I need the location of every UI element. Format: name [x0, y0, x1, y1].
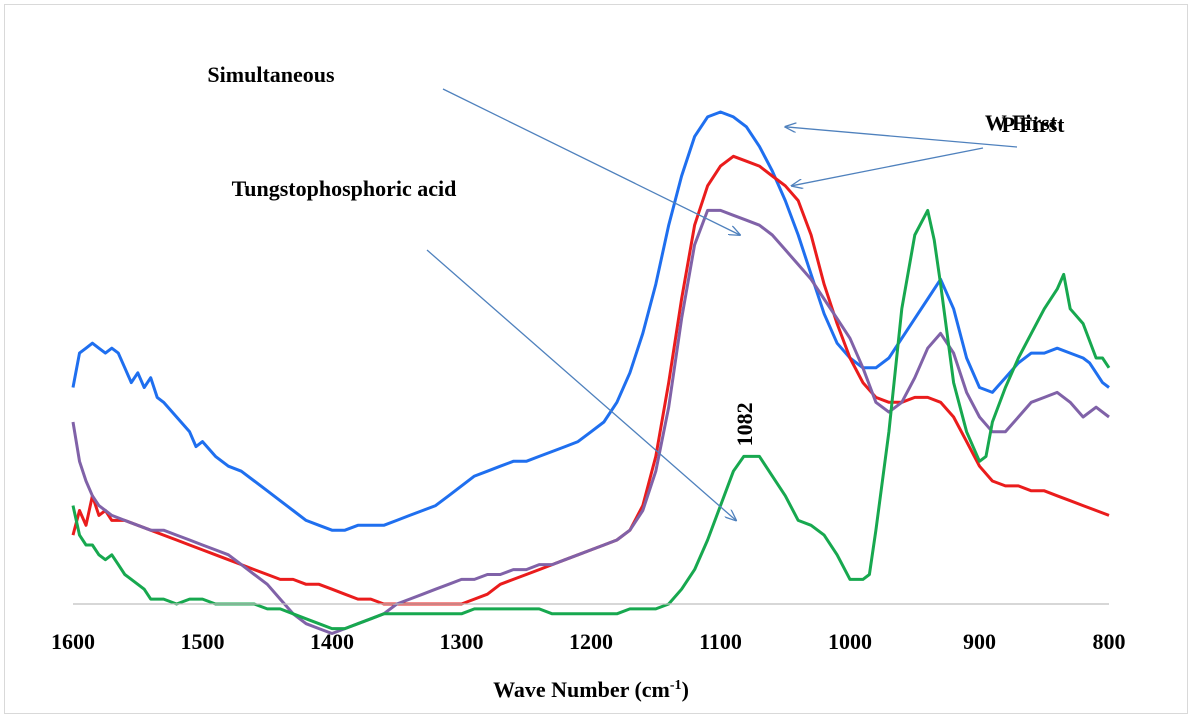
x-axis-title: Wave Number (cm-1)	[493, 677, 689, 702]
x-tick-labels: 1600 1500 1400 1300 1200 1100 1000 900 800	[51, 629, 1126, 654]
x-tick-label: 1500	[181, 629, 225, 654]
x-tick-label: 1400	[310, 629, 354, 654]
x-tick-label: 1000	[828, 629, 872, 654]
x-tick-label: 900	[963, 629, 996, 654]
annotation-label-p-first: P First	[1002, 112, 1066, 137]
series-line-simultaneous	[71, 208, 1110, 635]
series-line-tungstophosphoric-acid	[71, 208, 1111, 631]
annotation-label-tungstophosphoric-acid: Tungstophosphoric acid	[232, 176, 457, 201]
x-tick-label: 1600	[51, 629, 95, 654]
x-tick-label: 1200	[569, 629, 613, 654]
x-tick-label: 800	[1093, 629, 1126, 654]
annotation-arrow-tungstophosphoric-acid	[426, 249, 736, 520]
annotation-arrow-p-first	[792, 147, 984, 186]
x-tick-label: 1300	[440, 629, 484, 654]
annotation-arrow-simultaneous	[442, 88, 740, 235]
chart-frame	[4, 4, 1188, 714]
annotation-arrow-w-first	[785, 127, 1018, 148]
x-tick-label: 1100	[699, 629, 742, 654]
annotation-peak-1082: 1082	[732, 402, 757, 446]
series-line-w-first	[71, 110, 1110, 532]
series-layer	[71, 110, 1111, 635]
annotation-label-w-first: W First	[985, 110, 1058, 135]
annotation-label-simultaneous: Simultaneous	[207, 62, 335, 87]
